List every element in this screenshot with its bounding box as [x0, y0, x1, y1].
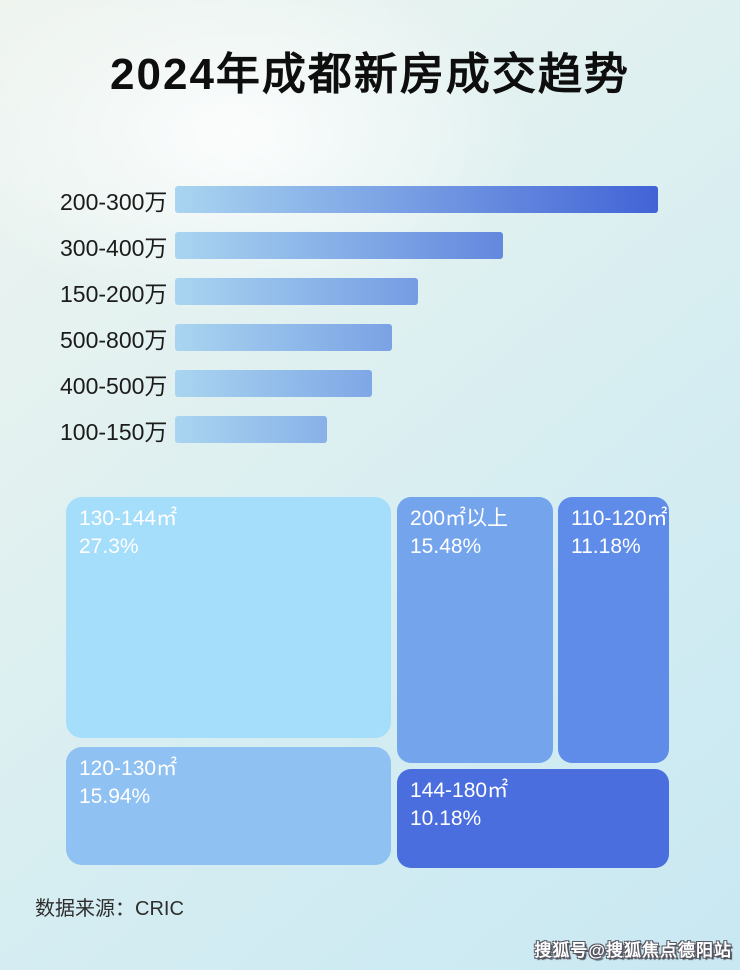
bar	[175, 278, 418, 305]
bar-category-label: 150-200万	[60, 280, 168, 307]
bar-category-label: 300-400万	[60, 234, 168, 261]
treemap-tile-value: 10.18%	[410, 807, 482, 831]
treemap-tile-label: 144-180㎡	[410, 779, 509, 802]
bar-track	[175, 232, 700, 259]
bar	[175, 232, 503, 259]
treemap-tile: 120-130㎡ 15.94%	[66, 747, 391, 865]
bar-category-label: 500-800万	[60, 326, 168, 353]
watermark-text: 搜狐号@搜狐焦点德阳站	[534, 941, 732, 960]
bar-track	[175, 416, 700, 443]
bar-row: 150-200万	[60, 278, 700, 307]
treemap-tile-value: 27.3%	[79, 535, 139, 559]
bar-track	[175, 186, 700, 213]
bar-row: 300-400万	[60, 232, 700, 261]
bar-row: 500-800万	[60, 324, 700, 353]
bar-category-label: 100-150万	[60, 418, 168, 445]
treemap-tile: 130-144㎡ 27.3%	[66, 497, 391, 738]
bar	[175, 186, 658, 213]
area-size-treemap: 130-144㎡ 27.3% 120-130㎡ 15.94% 200㎡以上 15…	[66, 497, 672, 868]
bar-row: 100-150万	[60, 416, 700, 445]
bar	[175, 416, 327, 443]
treemap-tile: 200㎡以上 15.48%	[397, 497, 553, 763]
treemap-tile: 144-180㎡ 10.18%	[397, 769, 669, 868]
treemap-tile-label: 200㎡以上	[410, 507, 509, 530]
treemap-tile-label: 130-144㎡	[79, 507, 178, 530]
treemap-tile-label: 120-130㎡	[79, 757, 178, 780]
bar	[175, 370, 372, 397]
treemap-tile-value: 15.48%	[410, 535, 482, 559]
bar	[175, 324, 392, 351]
treemap-tile-value: 11.18%	[571, 535, 641, 559]
treemap-tile-label: 110-120㎡	[571, 507, 668, 530]
bar-track	[175, 324, 700, 351]
bar-row: 400-500万	[60, 370, 700, 399]
bar-row: 200-300万	[60, 186, 700, 215]
treemap-tile: 110-120㎡ 11.18%	[558, 497, 669, 763]
bar-category-label: 200-300万	[60, 188, 168, 215]
bar-track	[175, 278, 700, 305]
bar-category-label: 400-500万	[60, 372, 168, 399]
price-band-bar-chart: 200-300万 300-400万 150-200万 500-800万 400-…	[60, 186, 700, 462]
bar-track	[175, 370, 700, 397]
data-source-note: 数据来源：CRIC	[35, 898, 184, 920]
page-title: 2024年成都新房成交趋势	[110, 50, 630, 99]
treemap-tile-value: 15.94%	[79, 785, 151, 809]
